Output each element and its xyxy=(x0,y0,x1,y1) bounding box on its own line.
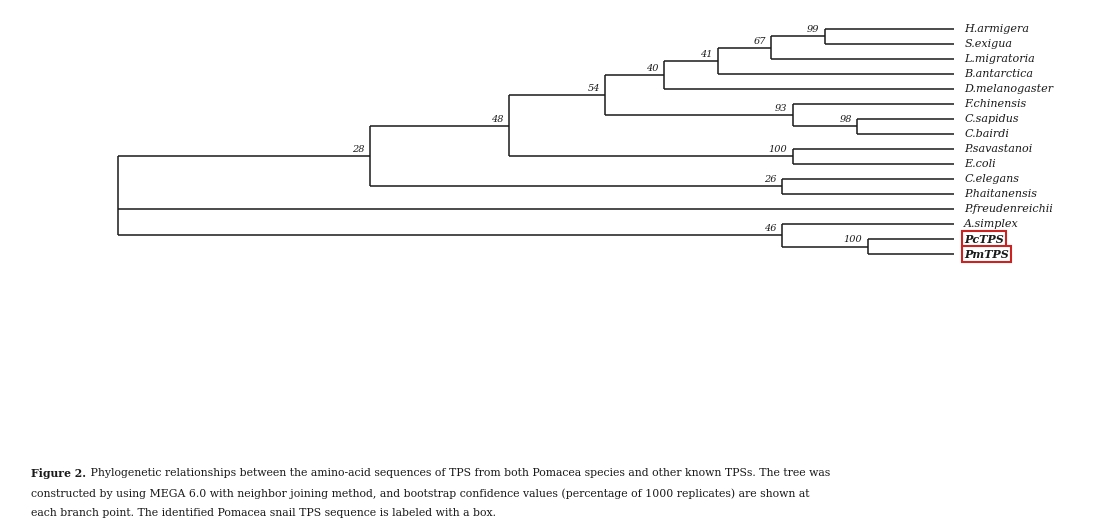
Text: C.elegans: C.elegans xyxy=(964,174,1020,184)
Text: P.savastanoi: P.savastanoi xyxy=(964,144,1033,154)
Text: P.freudenreichii: P.freudenreichii xyxy=(964,204,1053,214)
Text: C.sapidus: C.sapidus xyxy=(964,114,1019,124)
Text: A.simplex: A.simplex xyxy=(964,219,1019,229)
Text: constructed by using MEGA 6.0 with neighbor joining method, and bootstrap confid: constructed by using MEGA 6.0 with neigh… xyxy=(31,488,809,499)
Text: H.armigera: H.armigera xyxy=(964,24,1030,34)
Text: 93: 93 xyxy=(775,104,787,113)
Text: 100: 100 xyxy=(844,235,862,244)
Text: B.antarctica: B.antarctica xyxy=(964,69,1033,79)
Text: 41: 41 xyxy=(700,50,713,59)
Text: 46: 46 xyxy=(764,224,777,233)
Text: 98: 98 xyxy=(839,115,851,124)
Text: F.chinensis: F.chinensis xyxy=(964,99,1026,109)
Text: 28: 28 xyxy=(352,145,364,154)
Text: C.bairdi: C.bairdi xyxy=(964,129,1009,139)
Text: Phylogenetic relationships between the amino-acid sequences of TPS from both Pom: Phylogenetic relationships between the a… xyxy=(87,468,831,478)
Text: 54: 54 xyxy=(588,84,600,93)
Text: each branch point. The identified Pomacea snail TPS sequence is labeled with a b: each branch point. The identified Pomace… xyxy=(31,508,495,518)
Text: PmTPS: PmTPS xyxy=(964,249,1009,260)
Text: PcTPS: PcTPS xyxy=(964,233,1004,244)
Text: 26: 26 xyxy=(764,176,777,185)
Text: E.coli: E.coli xyxy=(964,159,996,169)
Text: S.exigua: S.exigua xyxy=(964,39,1012,49)
Text: 40: 40 xyxy=(646,63,659,73)
Text: P.haitanensis: P.haitanensis xyxy=(964,189,1037,199)
Text: 67: 67 xyxy=(753,37,766,45)
Text: 48: 48 xyxy=(491,115,504,124)
Text: 100: 100 xyxy=(768,145,787,154)
Text: 99: 99 xyxy=(807,25,820,34)
Text: L.migratoria: L.migratoria xyxy=(964,54,1035,64)
Text: Figure 2.: Figure 2. xyxy=(31,468,85,479)
Text: D.melanogaster: D.melanogaster xyxy=(964,84,1054,94)
